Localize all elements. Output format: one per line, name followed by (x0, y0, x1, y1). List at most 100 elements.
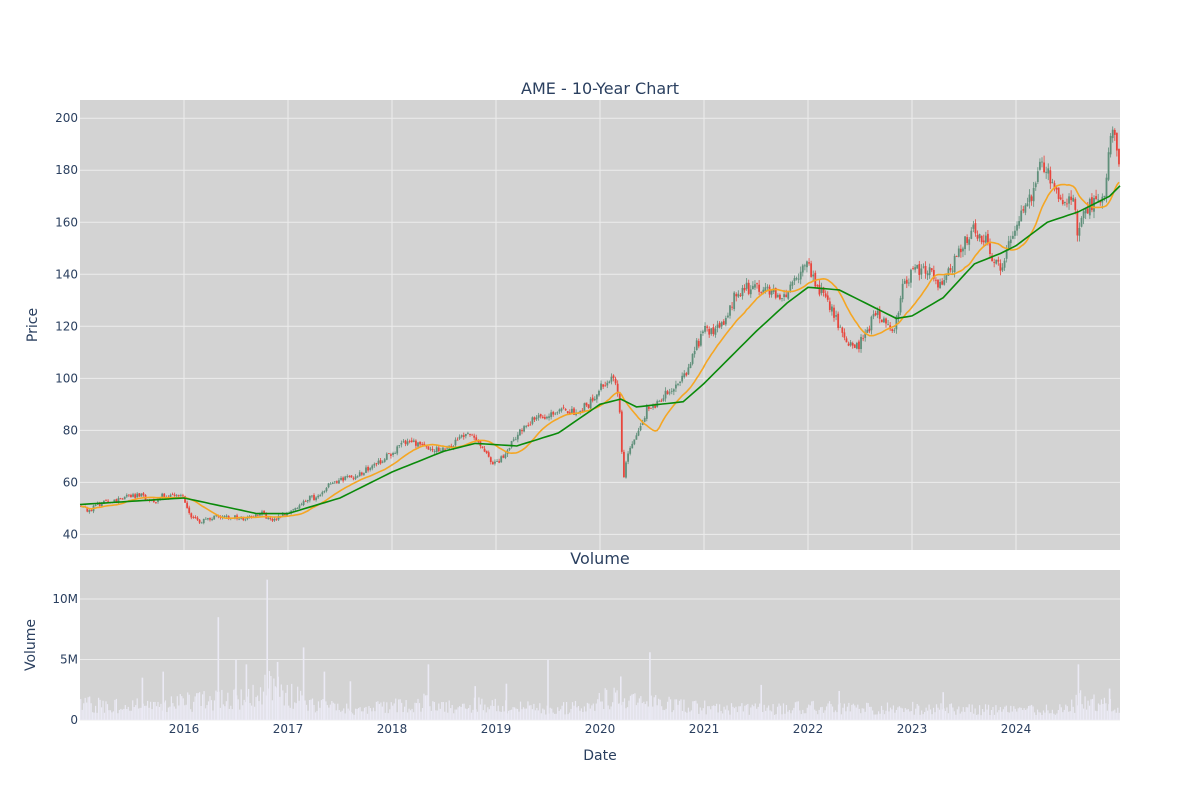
volume-bar (808, 704, 810, 720)
candle-body (870, 316, 873, 331)
volume-bar (1063, 709, 1065, 720)
volume-bar (286, 684, 288, 720)
volume-bar (586, 702, 588, 720)
volume-bar (1001, 711, 1003, 720)
volume-bar (375, 701, 377, 720)
volume-bar (509, 710, 511, 720)
candle-body (598, 390, 600, 396)
candle-body (121, 498, 124, 500)
volume-bar (377, 701, 379, 720)
volume-bar (283, 705, 285, 720)
volume-bar (100, 707, 103, 720)
volume-bar (938, 709, 941, 720)
volume-bar (891, 709, 893, 720)
volume-bar (773, 714, 776, 720)
volume-bar (490, 705, 492, 720)
volume-bar (542, 708, 544, 720)
volume-bar (766, 707, 768, 720)
candle-body (620, 411, 623, 452)
volume-bar-spike (474, 686, 476, 720)
candle-body (670, 390, 673, 392)
volume-bar (97, 697, 100, 720)
candle-body (1095, 196, 1097, 200)
volume-bar (448, 700, 450, 720)
volume-bar (1016, 711, 1018, 720)
volume-bar (735, 706, 737, 720)
volume-bar (132, 700, 134, 720)
candle-body (327, 483, 330, 488)
volume-bar (604, 688, 606, 720)
volume-bar (1028, 706, 1030, 720)
volume-bar (787, 711, 789, 720)
volume-bar (409, 710, 412, 720)
volume-bar (742, 711, 744, 720)
candle-body (1045, 171, 1048, 173)
candle-body (891, 329, 894, 331)
volume-bar (534, 710, 536, 720)
volume-bar (187, 692, 189, 720)
volume-bar (1042, 710, 1045, 720)
volume-bar (827, 703, 829, 720)
candle-body (560, 408, 563, 411)
volume-bar (355, 708, 357, 720)
volume-bar (993, 714, 996, 720)
volume-bar (665, 708, 667, 720)
candle-body (795, 278, 798, 280)
volume-bar-spike (302, 647, 305, 720)
volume-bar (83, 703, 85, 720)
candle-body (1009, 239, 1012, 244)
x-tick-label: 2017 (273, 722, 304, 736)
volume-bar (169, 706, 171, 720)
volume-bar (359, 707, 361, 720)
volume-bar (274, 686, 276, 720)
volume-bar (316, 710, 318, 720)
candle-body (926, 273, 929, 276)
x-tick-label: 2022 (793, 722, 824, 736)
candle-body (760, 292, 763, 293)
candle-body (939, 281, 941, 289)
volume-bar (1057, 710, 1059, 720)
candle-body (1005, 249, 1008, 259)
volume-bar (690, 710, 692, 720)
volume-bar (508, 710, 510, 720)
candle-body (625, 462, 627, 478)
candle-body (552, 411, 555, 415)
candle-body (974, 223, 977, 234)
candle-body (496, 461, 498, 462)
volume-bar (549, 707, 551, 720)
volume-bar (127, 706, 129, 720)
volume-bar (328, 707, 330, 720)
candle-body (589, 398, 592, 409)
volume-bar (570, 708, 572, 720)
candle-body (928, 267, 931, 276)
volume-bar (959, 713, 961, 720)
volume-bar (366, 713, 369, 720)
volume-bar (603, 709, 605, 720)
volume-bar (1036, 709, 1039, 720)
candle-body (758, 284, 761, 292)
candle-body (914, 267, 917, 270)
candle-body (1113, 129, 1116, 135)
candle-body (471, 434, 473, 436)
volume-bar-spike (620, 676, 622, 720)
candle-body (947, 268, 950, 276)
volume-bar (560, 709, 562, 720)
volume-bar (167, 707, 169, 720)
volume-bar (147, 700, 149, 720)
volume-bar (719, 704, 721, 720)
candle-body (510, 440, 513, 448)
volume-bar (876, 714, 878, 720)
volume-bar (164, 700, 167, 720)
candle-body (142, 493, 145, 496)
candle-body (912, 268, 914, 269)
volume-bar (818, 709, 820, 720)
volume-bar (204, 708, 207, 720)
volume-bar (714, 706, 716, 720)
volume-bar (314, 712, 317, 720)
candle-body (523, 426, 525, 432)
candle-body (932, 269, 935, 279)
volume-bar (310, 699, 312, 720)
volume-bar (93, 712, 95, 720)
volume-bar (848, 702, 850, 720)
volume-bar (450, 708, 452, 720)
